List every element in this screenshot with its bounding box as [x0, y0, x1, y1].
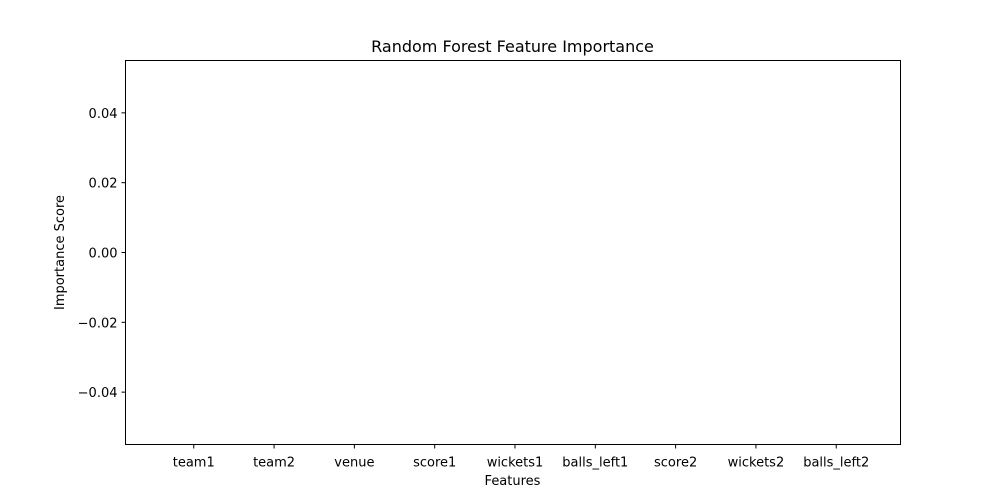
y-tick-label: 0.00: [89, 247, 118, 262]
x-axis-label: Features: [485, 474, 541, 489]
x-tick-label: wickets2: [728, 456, 785, 471]
x-tick-label: balls_left1: [562, 456, 628, 471]
x-tick-label: wickets1: [487, 456, 544, 471]
x-tick-label: balls_left2: [803, 456, 869, 471]
y-tick-label: −0.02: [78, 316, 118, 331]
y-tick-label: −0.04: [78, 386, 118, 401]
y-tick-label: 0.04: [89, 107, 118, 122]
y-axis-label: Importance Score: [53, 195, 68, 310]
plot-area-frame: [125, 60, 901, 445]
x-tick-label: venue: [334, 456, 374, 471]
y-tick-label: 0.02: [89, 177, 118, 192]
chart-title: Random Forest Feature Importance: [371, 37, 654, 56]
x-tick-label: team1: [173, 456, 215, 471]
y-axis: 0.04 0.02 0.00 −0.02 −0.04: [78, 107, 126, 401]
x-tick-label: score2: [654, 456, 697, 471]
x-axis: team1 team2 venue score1 wickets1 balls_left1…: [173, 444, 869, 471]
x-tick-label: score1: [413, 456, 456, 471]
x-tick-label: team2: [253, 456, 295, 471]
